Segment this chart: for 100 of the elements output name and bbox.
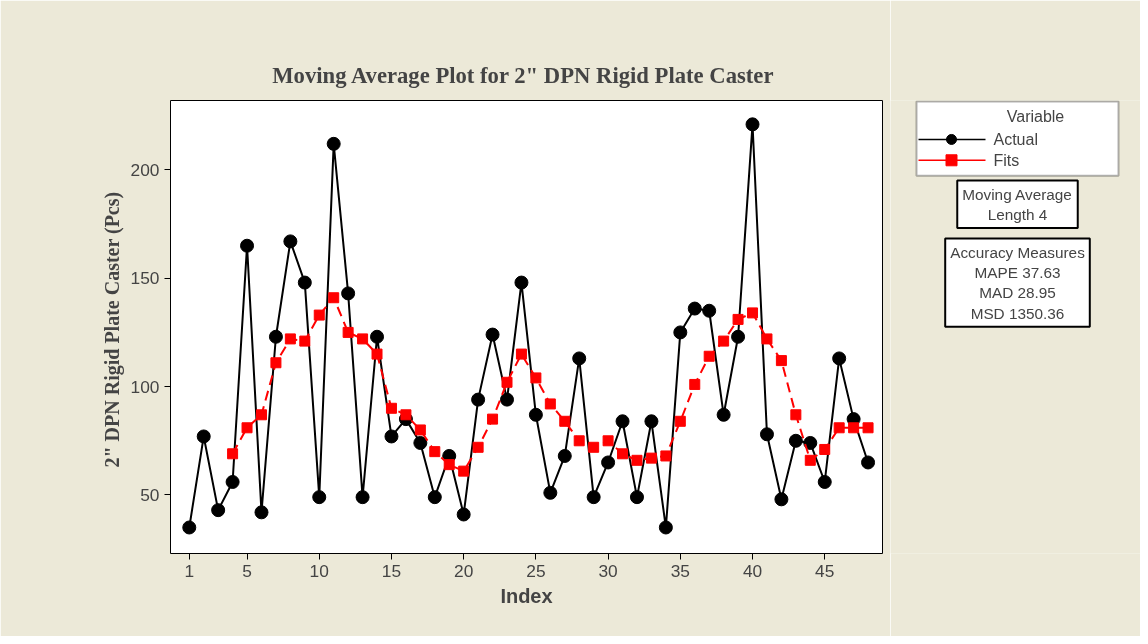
x-tick-label: 5 (242, 560, 252, 581)
point (297, 275, 312, 290)
point (572, 351, 587, 366)
point (299, 335, 311, 347)
point (443, 459, 455, 471)
point (658, 520, 673, 535)
point (472, 441, 484, 453)
point (370, 329, 385, 344)
point (225, 474, 240, 489)
point (862, 422, 874, 434)
point (471, 392, 486, 407)
point (384, 429, 399, 444)
point (673, 325, 688, 340)
point (832, 351, 847, 366)
x-tick-label: 25 (526, 560, 546, 581)
point (270, 357, 282, 369)
x-tick-label: 35 (670, 560, 690, 581)
point (819, 443, 831, 455)
point (357, 333, 369, 345)
point (328, 292, 340, 304)
point (674, 415, 686, 427)
point (456, 507, 471, 522)
point (644, 414, 659, 429)
point (615, 414, 630, 429)
point (761, 333, 773, 345)
point (790, 409, 802, 421)
point (660, 450, 672, 462)
chart-title: Moving Average Plot for 2" DPN Rigid Plate Caster (272, 63, 774, 88)
x-tick-label: 45 (815, 560, 835, 581)
point (196, 429, 211, 444)
x-tick-label: 40 (742, 560, 763, 581)
point (241, 422, 253, 434)
x-tick-label: 1 (184, 560, 195, 581)
point (530, 372, 542, 384)
point (747, 307, 759, 319)
point (254, 505, 269, 520)
point (342, 326, 354, 338)
point (313, 309, 325, 321)
legend-label: Actual (993, 130, 1038, 148)
text: Moving Average Length 4 (962, 185, 1072, 223)
point (515, 348, 527, 360)
point (645, 452, 657, 464)
point (817, 474, 832, 489)
point (731, 329, 746, 344)
point (775, 355, 787, 367)
point (629, 490, 644, 505)
point (182, 520, 197, 535)
point (427, 490, 442, 505)
point (487, 413, 499, 425)
point (602, 435, 614, 447)
point (848, 422, 860, 434)
point (341, 286, 356, 301)
point (601, 455, 616, 470)
point (413, 435, 428, 450)
point (631, 454, 643, 466)
point (429, 446, 441, 458)
point (485, 327, 500, 342)
point (788, 433, 803, 448)
point (326, 136, 341, 151)
point (559, 415, 571, 427)
point (732, 313, 744, 325)
x-tick-label: 20 (454, 560, 474, 581)
point (833, 422, 845, 434)
point (500, 392, 514, 407)
text: Accuracy Measures MAPE 37.63 MAD 28.95 MSD 1350.36 (950, 243, 1086, 322)
point (759, 427, 774, 442)
point (528, 407, 543, 422)
point (804, 454, 816, 466)
x-tick-label: 15 (381, 560, 402, 581)
y-axis-title: 2" DPN Rigid Plate Caster (Pcs) (100, 191, 124, 468)
point (355, 490, 370, 505)
x-tick-label: 10 (309, 560, 329, 581)
point (702, 303, 717, 318)
point (400, 409, 412, 421)
x-axis-title: Index (500, 584, 553, 607)
point (268, 329, 283, 344)
y-tick-label: 200 (130, 159, 160, 180)
y-tick-label: 150 (130, 268, 160, 289)
point (240, 238, 255, 253)
point (617, 448, 629, 460)
point (284, 333, 296, 345)
point (588, 441, 600, 453)
point (774, 492, 789, 507)
point (211, 503, 226, 518)
point (312, 490, 327, 505)
point (283, 234, 298, 249)
legend-label: Fits (993, 151, 1020, 169)
point (745, 117, 760, 132)
point (716, 407, 731, 422)
point (573, 435, 585, 447)
point (543, 485, 558, 500)
point (514, 275, 529, 290)
point (703, 350, 715, 362)
point (861, 455, 876, 470)
point (689, 378, 701, 390)
point (458, 465, 470, 477)
x-tick-label: 30 (598, 560, 618, 581)
point (544, 398, 556, 410)
y-tick-label: 50 (140, 484, 160, 505)
point (414, 424, 426, 436)
